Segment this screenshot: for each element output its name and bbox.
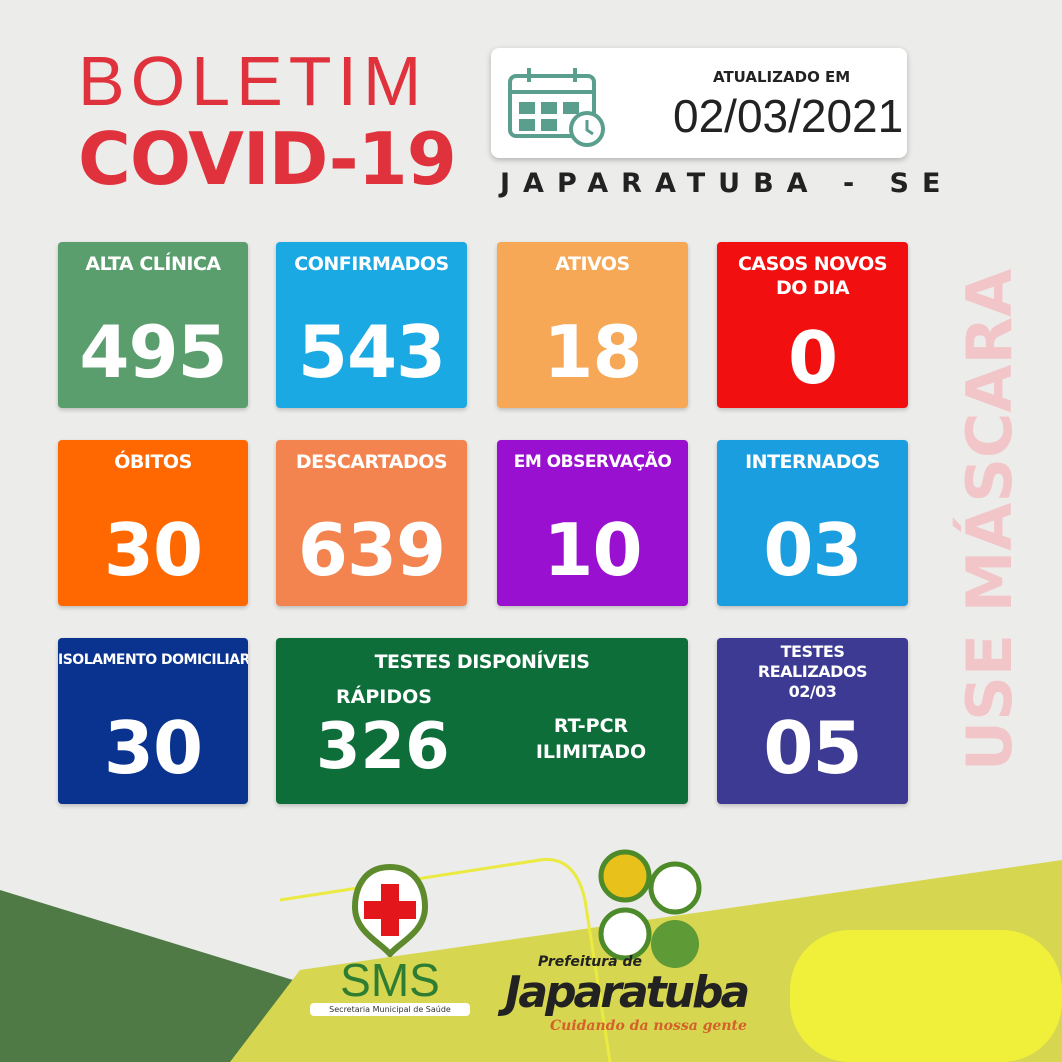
card-alta-clinica: ALTA CLÍNICA 495 [58,242,248,408]
card-isolamento: ISOLAMENTO DOMICILIAR 30 [58,638,248,804]
sms-text: SMS [340,954,440,1006]
card-value: 30 [103,706,203,790]
clover-emblem-icon [598,849,702,968]
sms-logo: SMS Secretaria Municipal de Saúde [310,862,470,1032]
card-confirmados: CONFIRMADOS 543 [276,242,467,408]
title-boletim: BOLETIM [78,42,428,120]
title-covid: COVID-19 [78,117,457,201]
updated-date: 02/03/2021 [673,90,904,142]
card-value: 495 [79,310,227,394]
card-ativos: ATIVOS 18 [497,242,688,408]
card-value: 0 [787,316,838,400]
prefeitura-logo: Prefeitura de Japaratuba Cuidando da nos… [500,848,760,1038]
card-label: ÓBITOS [114,451,192,473]
card-descartados: DESCARTADOS 639 [276,440,467,606]
card-label: TESTES DISPONÍVEIS [374,651,590,673]
card-label: CASOS NOVOS DO DIA [737,253,888,299]
rapid-label: RÁPIDOS [336,686,432,708]
calendar-clock-icon [508,68,605,147]
updated-label: ATUALIZADO EM [713,68,851,86]
card-label: ISOLAMENTO DOMICILIAR [58,652,248,668]
red-cross-icon [351,863,429,957]
card-value: 543 [297,310,446,394]
card-value: 639 [297,508,446,592]
card-value: 03 [763,508,862,592]
card-value: 10 [543,508,642,592]
prefeitura-name: Japaratuba [505,967,750,1018]
card-em-observacao: EM OBSERVAÇÃO 10 [497,440,688,606]
rapid-value: 326 [316,710,450,784]
use-mask-text: USE MÁSCARA [953,268,1026,772]
card-value: 18 [543,310,642,394]
card-label: CONFIRMADOS [294,253,449,275]
city-name: JAPARATUBA - SE [500,168,954,199]
card-casos-novos: CASOS NOVOS DO DIA 0 [717,242,908,408]
updated-box: ATUALIZADO EM 02/03/2021 [491,48,907,158]
card-internados: INTERNADOS 03 [717,440,908,606]
card-label: INTERNADOS [745,451,880,473]
card-label: ALTA CLÍNICA [85,253,221,275]
card-label: ATIVOS [555,253,630,275]
card-obitos: ÓBITOS 30 [58,440,248,606]
card-label: DESCARTADOS [295,451,448,473]
sms-subtitle: Secretaria Municipal de Saúde [310,1003,470,1016]
prefeitura-slogan: Cuidando da nossa gente [550,1018,747,1034]
pcr-value: ILIMITADO [535,741,647,763]
card-label: EM OBSERVAÇÃO [513,452,672,472]
prefeitura-label: Prefeitura de [538,954,643,970]
card-value: 05 [763,706,862,790]
card-testes-disponiveis: TESTES DISPONÍVEIS RÁPIDOS 326 RT-PCR IL… [276,638,688,804]
card-value: 30 [103,508,203,592]
card-label: TESTES REALIZADOS 02/03 [757,642,868,701]
pcr-label: RT-PCR [553,715,629,737]
card-testes-realizados: TESTES REALIZADOS 02/03 05 [717,638,908,804]
